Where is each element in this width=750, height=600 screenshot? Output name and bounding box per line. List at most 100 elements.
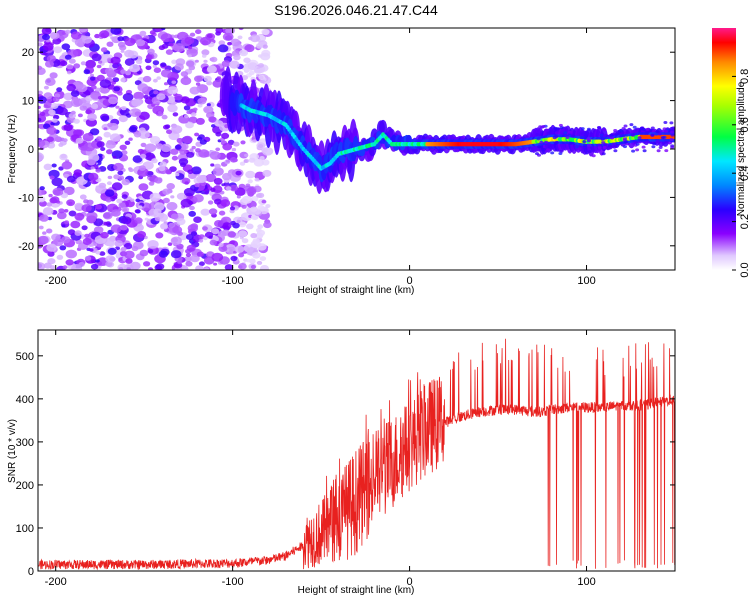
noise-blob	[128, 126, 137, 133]
noise-blob	[249, 258, 256, 264]
noise-blob	[73, 63, 81, 69]
noise-blob	[133, 91, 145, 100]
noise-blob	[106, 41, 114, 47]
ridge-speckle	[663, 121, 668, 124]
noise-blob	[170, 250, 182, 259]
ridge-speckle	[535, 152, 539, 156]
ridge-speckle	[631, 149, 636, 153]
ridge-speckle	[586, 127, 591, 131]
noise-blob	[66, 64, 74, 70]
noise-blob	[104, 189, 115, 197]
noise-blob	[164, 82, 169, 86]
noise-blob	[126, 267, 131, 270]
noise-blob	[225, 186, 232, 191]
ridge-speckle	[583, 143, 587, 147]
noise-blob	[215, 131, 222, 137]
noise-blob	[191, 145, 196, 150]
noise-blob	[159, 161, 167, 168]
noise-blob	[48, 109, 56, 116]
noise-blob	[158, 165, 166, 172]
noise-blob	[158, 45, 166, 51]
ridge-speckle	[568, 130, 573, 134]
noise-blob	[231, 147, 237, 152]
ridge-speckle	[652, 142, 657, 146]
noise-blob	[186, 244, 196, 252]
noise-blob	[262, 44, 268, 49]
noise-blob	[180, 76, 192, 86]
snr-ticks: -200 -100 0 100 0 100 200 300 400 500	[16, 330, 675, 588]
noise-blob	[196, 251, 204, 257]
noise-blob	[90, 166, 95, 170]
noise-blob	[200, 208, 210, 216]
ridge-speckle	[645, 127, 650, 131]
noise-blob	[187, 45, 193, 50]
noise-blob	[195, 29, 202, 35]
ridge-speckle	[601, 141, 606, 145]
noise-blob	[38, 235, 49, 245]
noise-blob	[42, 34, 50, 41]
noise-blob	[235, 170, 242, 176]
noise-blob	[189, 205, 195, 211]
noise-blob	[261, 199, 267, 204]
noise-blob	[155, 232, 164, 239]
noise-blob	[77, 84, 88, 93]
noise-blob	[162, 188, 171, 195]
chart-title: S196.2026.046.21.47.C44	[274, 2, 438, 18]
colorbar-tick-label: 0.8	[739, 69, 750, 84]
ridge-speckle	[660, 136, 665, 140]
noise-blob	[143, 261, 151, 267]
noise-blob	[238, 221, 247, 228]
colorbar-ticks: 0.0 0.2 0.4 0.6 0.8	[732, 69, 750, 278]
noise-blob	[65, 259, 74, 266]
ridge-speckle	[622, 137, 627, 141]
ridge-speckle	[632, 130, 637, 134]
noise-blob	[184, 36, 195, 45]
noise-blob	[121, 206, 130, 213]
noise-blob	[222, 222, 232, 230]
noise-blob	[154, 264, 163, 270]
noise-blob	[203, 75, 212, 82]
noise-blob	[258, 63, 264, 68]
noise-blob	[135, 39, 146, 47]
noise-blob	[186, 110, 192, 115]
noise-blob	[173, 43, 185, 53]
noise-blob	[175, 173, 180, 177]
noise-blob	[224, 264, 234, 270]
noise-blob	[44, 77, 56, 87]
noise-blob	[195, 117, 205, 125]
ridge-speckle	[558, 152, 563, 155]
noise-blob	[260, 52, 271, 61]
noise-blob	[256, 260, 263, 265]
noise-blob	[200, 36, 212, 46]
noise-blob	[135, 198, 140, 203]
noise-blob	[243, 159, 248, 163]
noise-blob	[171, 59, 178, 65]
noise-blob	[209, 239, 217, 246]
ridge-speckle	[554, 135, 559, 138]
noise-blob	[120, 246, 127, 252]
noise-blob	[61, 236, 71, 244]
noise-blob	[265, 204, 271, 208]
noise-blob	[210, 163, 215, 167]
noise-blob	[202, 226, 208, 231]
noise-blob	[149, 30, 156, 35]
noise-blob	[208, 116, 217, 123]
noise-blob	[249, 34, 260, 43]
noise-blob	[78, 28, 88, 33]
noise-blob	[66, 175, 76, 183]
noise-blob	[134, 209, 140, 214]
ridge-speckle	[580, 132, 585, 136]
noise-blob	[134, 111, 141, 116]
noise-blob	[109, 133, 121, 142]
y-tick-label: 0	[28, 566, 34, 578]
noise-blob	[151, 158, 158, 164]
colorbar-gradient	[712, 28, 736, 270]
ridge-speckle	[545, 128, 550, 132]
noise-blob	[45, 60, 54, 68]
noise-blob	[161, 28, 166, 31]
noise-blob	[218, 210, 226, 216]
noise-blob	[58, 208, 65, 214]
noise-blob	[82, 35, 92, 44]
noise-blob	[120, 69, 126, 74]
